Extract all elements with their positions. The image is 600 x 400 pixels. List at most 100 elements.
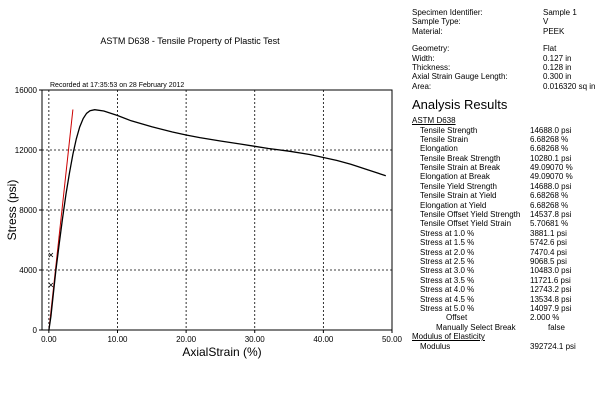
analysis-results-title: Analysis Results (412, 97, 508, 113)
result-value: 6.68268 % (530, 144, 569, 154)
result-label: Tensile Strain at Yield (420, 191, 497, 201)
modulus-value: 392724.1 psi (530, 341, 576, 351)
result-row: Tensile Strain at Break 49.09070 % (410, 163, 600, 172)
geometry-section: Geometry: Flat Width: 0.127 in Thickness: 0… (410, 44, 600, 91)
result-label: Stress at 3.0 % (420, 266, 475, 276)
result-value: 9068.5 psi (530, 256, 567, 266)
curve-markers (48, 252, 54, 288)
result-row: Stress at 4.0 % 12743.2 psi (410, 285, 600, 294)
result-label: Stress at 2.5 % (420, 256, 475, 266)
info-label: Specimen Identifier: (412, 8, 483, 17)
grid-lines (42, 90, 392, 330)
y-tick-label: 8000 (19, 206, 37, 215)
result-row: Tensile Strain at Yield 6.68268 % (410, 191, 600, 200)
manual-break-value: false (548, 322, 565, 332)
result-label: Tensile Yield Strength (420, 181, 497, 191)
info-row: Specimen Identifier: Sample 1 (410, 8, 600, 17)
result-label: Stress at 2.0 % (420, 247, 475, 257)
y-tick-label: 0 (33, 326, 38, 335)
info-value: V (543, 17, 549, 27)
manual-break-row: Manually Select Break false (410, 323, 600, 332)
result-value: 7470.4 psi (530, 247, 567, 257)
result-label: Tensile Strain (420, 134, 469, 144)
result-value: 10280.1 psi (530, 153, 572, 163)
result-label: Elongation at Break (420, 172, 490, 182)
info-row: Area: 0.016320 sq in (410, 82, 600, 91)
offset-label: Offset (446, 313, 468, 323)
result-row: Stress at 1.5 % 5742.6 psi (410, 238, 600, 247)
info-label: Material: (412, 26, 443, 36)
result-row: Tensile Yield Strength 14688.0 psi (410, 182, 600, 191)
info-label: Area: (412, 81, 432, 91)
info-label: Axial Strain Gauge Length: (412, 72, 508, 82)
result-row: Elongation at Break 49.09070 % (410, 172, 600, 181)
info-row: Thickness: 0.128 in (410, 63, 600, 72)
result-row: Tensile Strain 6.68268 % (410, 135, 600, 144)
result-row: Tensile Break Strength 10280.1 psi (410, 154, 600, 163)
x-tick-label: 20.00 (176, 335, 197, 344)
result-label: Stress at 4.0 % (420, 285, 475, 295)
result-label: Stress at 5.0 % (420, 303, 475, 313)
info-row: Material: PEEK (410, 27, 600, 36)
y-tick-labels: 0 4000 8000 12000 16000 (15, 86, 42, 335)
result-label: Elongation (420, 144, 458, 154)
offset-value: 2.000 % (530, 313, 560, 323)
info-row: Sample Type: V (410, 17, 600, 26)
info-value: 0.300 in (543, 72, 572, 82)
chart-title: ASTM D638 - Tensile Property of Plastic … (100, 36, 280, 46)
result-value: 6.68268 % (530, 134, 569, 144)
result-label: Stress at 1.0 % (420, 228, 475, 238)
result-row: Tensile Offset Yield Strain 5.70681 % (410, 219, 600, 228)
result-value: 13534.8 psi (530, 294, 572, 304)
result-row: Stress at 3.5 % 11721.6 psi (410, 276, 600, 285)
info-row: Width: 0.127 in (410, 54, 600, 63)
result-value: 14537.8 psi (530, 210, 572, 220)
result-row: Tensile Offset Yield Strength 14537.8 psi (410, 210, 600, 219)
info-row: Geometry: Flat (410, 44, 600, 53)
result-value: 10483.0 psi (530, 266, 572, 276)
result-row: Stress at 4.5 % 13534.8 psi (410, 295, 600, 304)
result-value: 6.68268 % (530, 191, 569, 201)
y-axis-label: Stress (psi) (5, 180, 19, 241)
info-label: Width: (412, 53, 435, 63)
x-tick-labels: 0.00 10.00 20.00 30.00 40.00 50.00 (41, 330, 403, 344)
result-label: Tensile Strain at Break (420, 163, 501, 173)
result-label: Stress at 4.5 % (420, 294, 475, 304)
result-value: 14688.0 psi (530, 125, 572, 135)
y-tick-label: 12000 (15, 146, 38, 155)
result-label: Elongation at Yield (420, 200, 487, 210)
result-label: Tensile Strength (420, 125, 478, 135)
astm-header-text: ASTM D638 (412, 116, 456, 126)
x-tick-label: 0.00 (41, 335, 57, 344)
info-value: Flat (543, 44, 557, 54)
result-value: 11721.6 psi (530, 275, 571, 285)
modulus-label: Modulus (420, 341, 451, 351)
result-value: 14688.0 psi (530, 181, 572, 191)
results-list: Tensile Strength 14688.0 psi Tensile Stra… (410, 126, 600, 333)
result-row: Elongation at Yield 6.68268 % (410, 201, 600, 210)
info-label: Thickness: (412, 62, 451, 72)
astm-header: ASTM D638 (410, 116, 600, 125)
x-axis-label: AxialStrain (%) (182, 345, 261, 359)
info-value: 0.016320 sq in (543, 81, 596, 91)
x-tick-label: 30.00 (245, 335, 266, 344)
info-label: Sample Type: (412, 17, 461, 27)
result-row: Stress at 2.5 % 9068.5 psi (410, 257, 600, 266)
x-tick-label: 40.00 (313, 335, 334, 344)
result-value: 14097.9 psi (530, 303, 572, 313)
result-label: Tensile Offset Yield Strength (420, 210, 521, 220)
result-value: 49.09070 % (530, 163, 573, 173)
result-row: Stress at 2.0 % 7470.4 psi (410, 248, 600, 257)
info-value: PEEK (543, 26, 565, 36)
offset-row: Offset 2.000 % (410, 313, 600, 322)
y-tick-label: 4000 (19, 266, 37, 275)
result-value: 12743.2 psi (530, 285, 572, 295)
modulus-row: Modulus 392724.1 psi (410, 342, 600, 351)
result-row: Stress at 5.0 % 14097.9 psi (410, 304, 600, 313)
info-value: Sample 1 (543, 8, 577, 17)
result-row: Stress at 1.0 % 3881.1 psi (410, 229, 600, 238)
curve-marker (48, 252, 54, 258)
result-value: 5742.6 psi (530, 238, 567, 248)
stress-strain-chart: ASTM D638 - Tensile Property of Plastic … (5, 36, 403, 359)
specimen-section: Specimen Identifier: Sample 1 Sample Type… (410, 8, 600, 36)
